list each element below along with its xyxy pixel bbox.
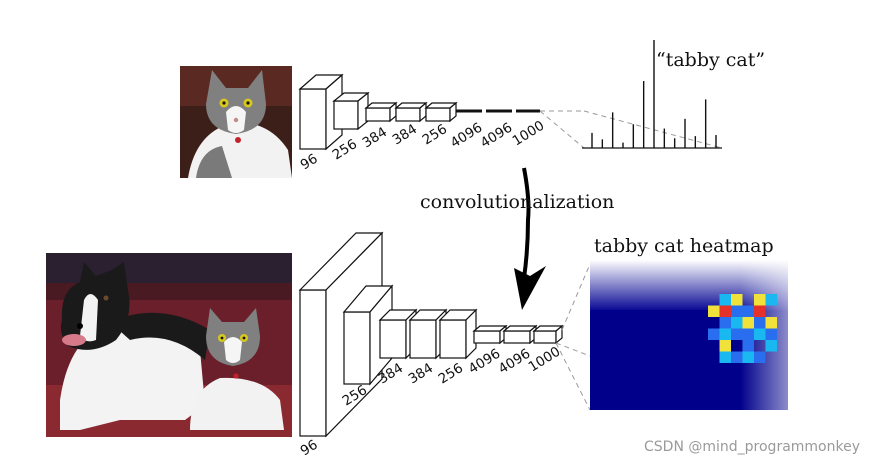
heatmap <box>590 260 788 410</box>
top-conv2-block <box>332 91 370 131</box>
top-layer-label: 1000 <box>510 118 548 150</box>
heatmap-cell <box>719 328 731 340</box>
heatmap-cell <box>742 328 754 340</box>
watermark: CSDN @mind_programmonkey <box>644 439 860 455</box>
heatmap-cell <box>719 340 731 352</box>
bottom-layer-label: 96 <box>298 437 321 460</box>
heatmap-cell <box>742 305 754 317</box>
heatmap-cell <box>731 328 743 340</box>
bottom-conv3-block <box>378 308 418 360</box>
heatmap-cell <box>742 317 754 329</box>
top-conv1-block <box>298 73 344 151</box>
arrow-head <box>514 266 546 310</box>
top-conv3-block <box>364 101 398 123</box>
top-conv4-block <box>394 101 428 123</box>
bottom-fc6-block <box>472 324 508 345</box>
bottom-projection-lines <box>555 263 591 411</box>
bottom-fc7-block <box>502 324 538 345</box>
top-layer-label: 384 <box>360 124 390 151</box>
top-output-label: “tabby cat” <box>656 49 765 71</box>
top-layer-label: 256 <box>420 121 450 148</box>
bottom-layer-label: 1000 <box>526 344 564 376</box>
dog-cat-photo <box>46 253 292 437</box>
prediction-histogram <box>582 40 722 149</box>
heatmap-cell <box>765 317 777 329</box>
heatmap-cell <box>719 294 731 306</box>
heatmap-cell <box>731 317 743 329</box>
heatmap-cell <box>708 328 720 340</box>
heatmap-cell <box>754 328 766 340</box>
heatmap-cell <box>719 317 731 329</box>
bottom-layer-label: 256 <box>436 360 466 387</box>
top-network <box>298 73 458 151</box>
bottom-layer-label: 384 <box>406 360 436 387</box>
heatmap-cell <box>731 305 743 317</box>
top-layer-label: 96 <box>298 151 321 174</box>
heatmap-cell <box>754 305 766 317</box>
top-projection-lines <box>539 110 723 149</box>
heatmap-cell <box>742 351 754 363</box>
heatmap-cell <box>765 340 777 352</box>
bottom-conv5-block <box>438 308 478 360</box>
bottom-network <box>298 231 564 438</box>
heatmap-cell <box>754 351 766 363</box>
heatmap-cell <box>708 305 720 317</box>
top-conv5-block <box>424 101 458 123</box>
convolutionalization-arrow <box>522 167 531 279</box>
heatmap-cell <box>765 294 777 306</box>
bottom-conv1-block <box>298 231 384 438</box>
heatmap-cell <box>719 351 731 363</box>
heatmap-cell <box>731 351 743 363</box>
heatmap-cell <box>754 294 766 306</box>
top-layer-label: 384 <box>390 121 420 148</box>
bottom-fc8-block <box>532 324 564 345</box>
bottom-output-label: tabby cat heatmap <box>594 235 774 257</box>
middle-label: convolutionalization <box>420 191 614 213</box>
heatmap-cell <box>765 328 777 340</box>
heatmap-cell <box>754 317 766 329</box>
heatmap-cell <box>742 340 754 352</box>
heatmap-cell <box>731 294 743 306</box>
heatmap-cell <box>719 305 731 317</box>
cat-photo <box>180 66 292 178</box>
